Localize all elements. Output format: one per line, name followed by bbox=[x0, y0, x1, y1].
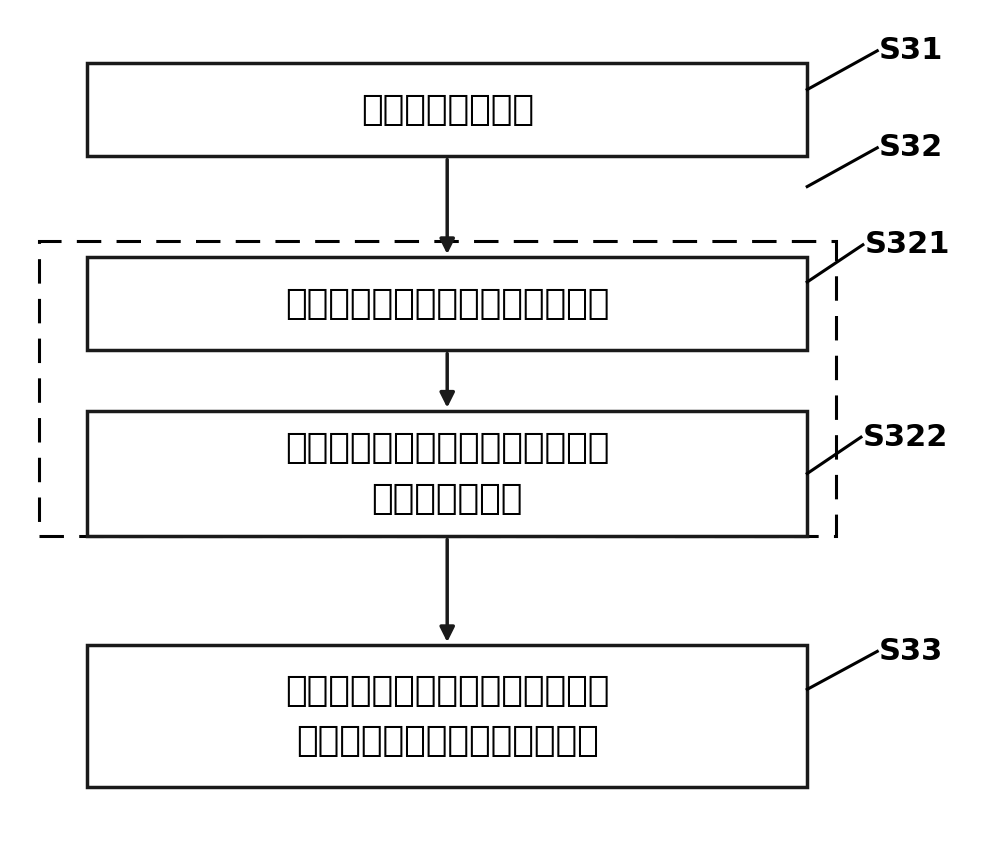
Text: S321: S321 bbox=[865, 230, 950, 259]
Text: S31: S31 bbox=[879, 36, 944, 66]
Text: S32: S32 bbox=[879, 133, 943, 163]
Bar bbox=[87, 645, 807, 786]
Text: 根据电源状态信息，确定内存设备
对应的当前状态: 根据电源状态信息，确定内存设备 对应的当前状态 bbox=[285, 431, 609, 515]
Text: 获取目标设备发出的电源状态信息: 获取目标设备发出的电源状态信息 bbox=[285, 287, 609, 321]
Bar bbox=[87, 411, 807, 536]
Bar bbox=[39, 241, 836, 536]
Text: 根据当前状态，调整内存设备的输
出电压，以对内存设备进行测试: 根据当前状态，调整内存设备的输 出电压，以对内存设备进行测试 bbox=[285, 674, 609, 758]
Bar bbox=[87, 258, 807, 350]
Text: S33: S33 bbox=[879, 637, 943, 666]
Bar bbox=[87, 63, 807, 157]
Text: 获取电压调整指令: 获取电压调整指令 bbox=[361, 93, 534, 127]
Text: S322: S322 bbox=[863, 423, 948, 451]
